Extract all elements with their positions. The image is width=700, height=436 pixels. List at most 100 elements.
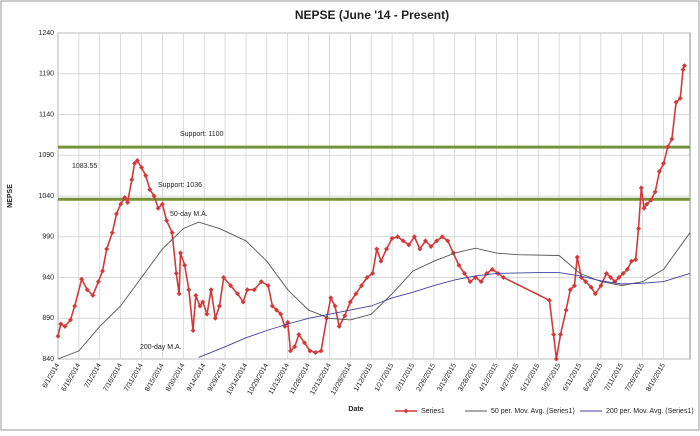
data-point <box>190 327 196 333</box>
data-point <box>151 193 157 199</box>
data-point <box>307 348 313 354</box>
data-point <box>681 63 687 69</box>
data-point <box>287 348 293 354</box>
data-point <box>244 287 250 293</box>
data-point <box>378 258 384 264</box>
data-point <box>182 262 188 268</box>
data-point <box>417 246 423 252</box>
data-point <box>389 235 395 241</box>
data-point <box>155 205 161 211</box>
data-point <box>178 250 184 256</box>
data-point <box>173 270 179 276</box>
data-point <box>353 291 359 297</box>
data-point <box>677 95 683 101</box>
data-point <box>84 287 90 293</box>
chart-title: NEPSE (June '14 - Present) <box>295 8 449 22</box>
data-point <box>616 275 622 280</box>
data-point <box>58 321 64 327</box>
data-point <box>336 323 342 329</box>
data-point <box>118 201 124 207</box>
data-point <box>620 270 626 276</box>
y-tick-label: 1090 <box>38 152 54 159</box>
data-point <box>551 332 557 338</box>
data-point <box>400 238 406 244</box>
data-point <box>55 333 61 339</box>
data-point <box>445 238 451 244</box>
data-point <box>235 291 241 297</box>
data-point <box>608 275 614 280</box>
annotation: 200-day M.A. <box>140 344 182 351</box>
data-point <box>461 270 467 276</box>
data-point <box>176 291 182 297</box>
data-point <box>467 279 473 285</box>
data-point <box>434 238 440 244</box>
data-point <box>661 160 667 166</box>
data-point <box>406 242 412 248</box>
data-point <box>113 211 119 217</box>
data-point <box>652 189 658 195</box>
data-point <box>635 226 641 232</box>
data-point <box>558 332 564 338</box>
series-line <box>198 272 691 358</box>
data-point <box>125 200 131 206</box>
data-point <box>240 299 246 305</box>
data-point <box>200 299 206 305</box>
y-axis-title: NEPSE <box>7 184 14 208</box>
data-point <box>258 279 264 285</box>
y-tick-label: 990 <box>42 234 54 241</box>
data-point <box>370 270 376 276</box>
series-line <box>57 221 691 360</box>
data-point <box>563 307 569 313</box>
data-point <box>588 284 594 290</box>
data-point <box>583 279 589 285</box>
data-point <box>251 287 257 293</box>
data-point <box>159 201 165 207</box>
data-point <box>428 244 434 250</box>
data-point <box>358 283 364 289</box>
y-tick-label: 890 <box>42 315 54 322</box>
y-tick-label: 840 <box>42 356 54 363</box>
data-point <box>384 246 390 252</box>
data-point <box>592 291 598 297</box>
data-point <box>164 217 170 223</box>
data-point <box>328 295 334 301</box>
data-point <box>278 311 284 317</box>
data-point <box>644 201 650 207</box>
data-point <box>197 303 203 309</box>
data-point <box>342 313 348 319</box>
data-point <box>656 169 662 175</box>
data-point <box>680 67 686 73</box>
data-point <box>90 292 96 298</box>
data-point <box>292 344 298 350</box>
data-point <box>134 158 140 164</box>
data-point <box>546 297 552 303</box>
legend-label: 50 per. Mov. Avg. (Series1) <box>491 408 575 415</box>
data-point <box>169 230 175 236</box>
support-label: Support: 1036 <box>158 182 202 189</box>
data-point <box>571 283 577 289</box>
data-point <box>648 197 654 203</box>
data-point <box>221 275 227 280</box>
data-point <box>265 283 271 289</box>
y-tick-label: 1140 <box>39 111 54 118</box>
data-point <box>269 303 275 309</box>
data-point <box>68 317 74 323</box>
data-point <box>216 303 222 309</box>
annotation: 50-day M.A. <box>170 211 208 218</box>
data-point <box>104 246 110 252</box>
data-point <box>629 258 635 264</box>
data-point <box>553 356 559 362</box>
data-point <box>567 287 573 293</box>
support-label: Support: 1100 <box>180 131 224 138</box>
data-point <box>228 283 234 289</box>
data-point <box>633 257 639 263</box>
y-tick-label: 1190 <box>39 71 54 78</box>
data-point <box>212 315 218 321</box>
data-point <box>208 287 214 293</box>
data-point <box>95 279 101 285</box>
data-point <box>500 275 506 280</box>
data-point <box>638 185 644 191</box>
data-point <box>411 234 417 240</box>
data-point <box>100 268 106 274</box>
